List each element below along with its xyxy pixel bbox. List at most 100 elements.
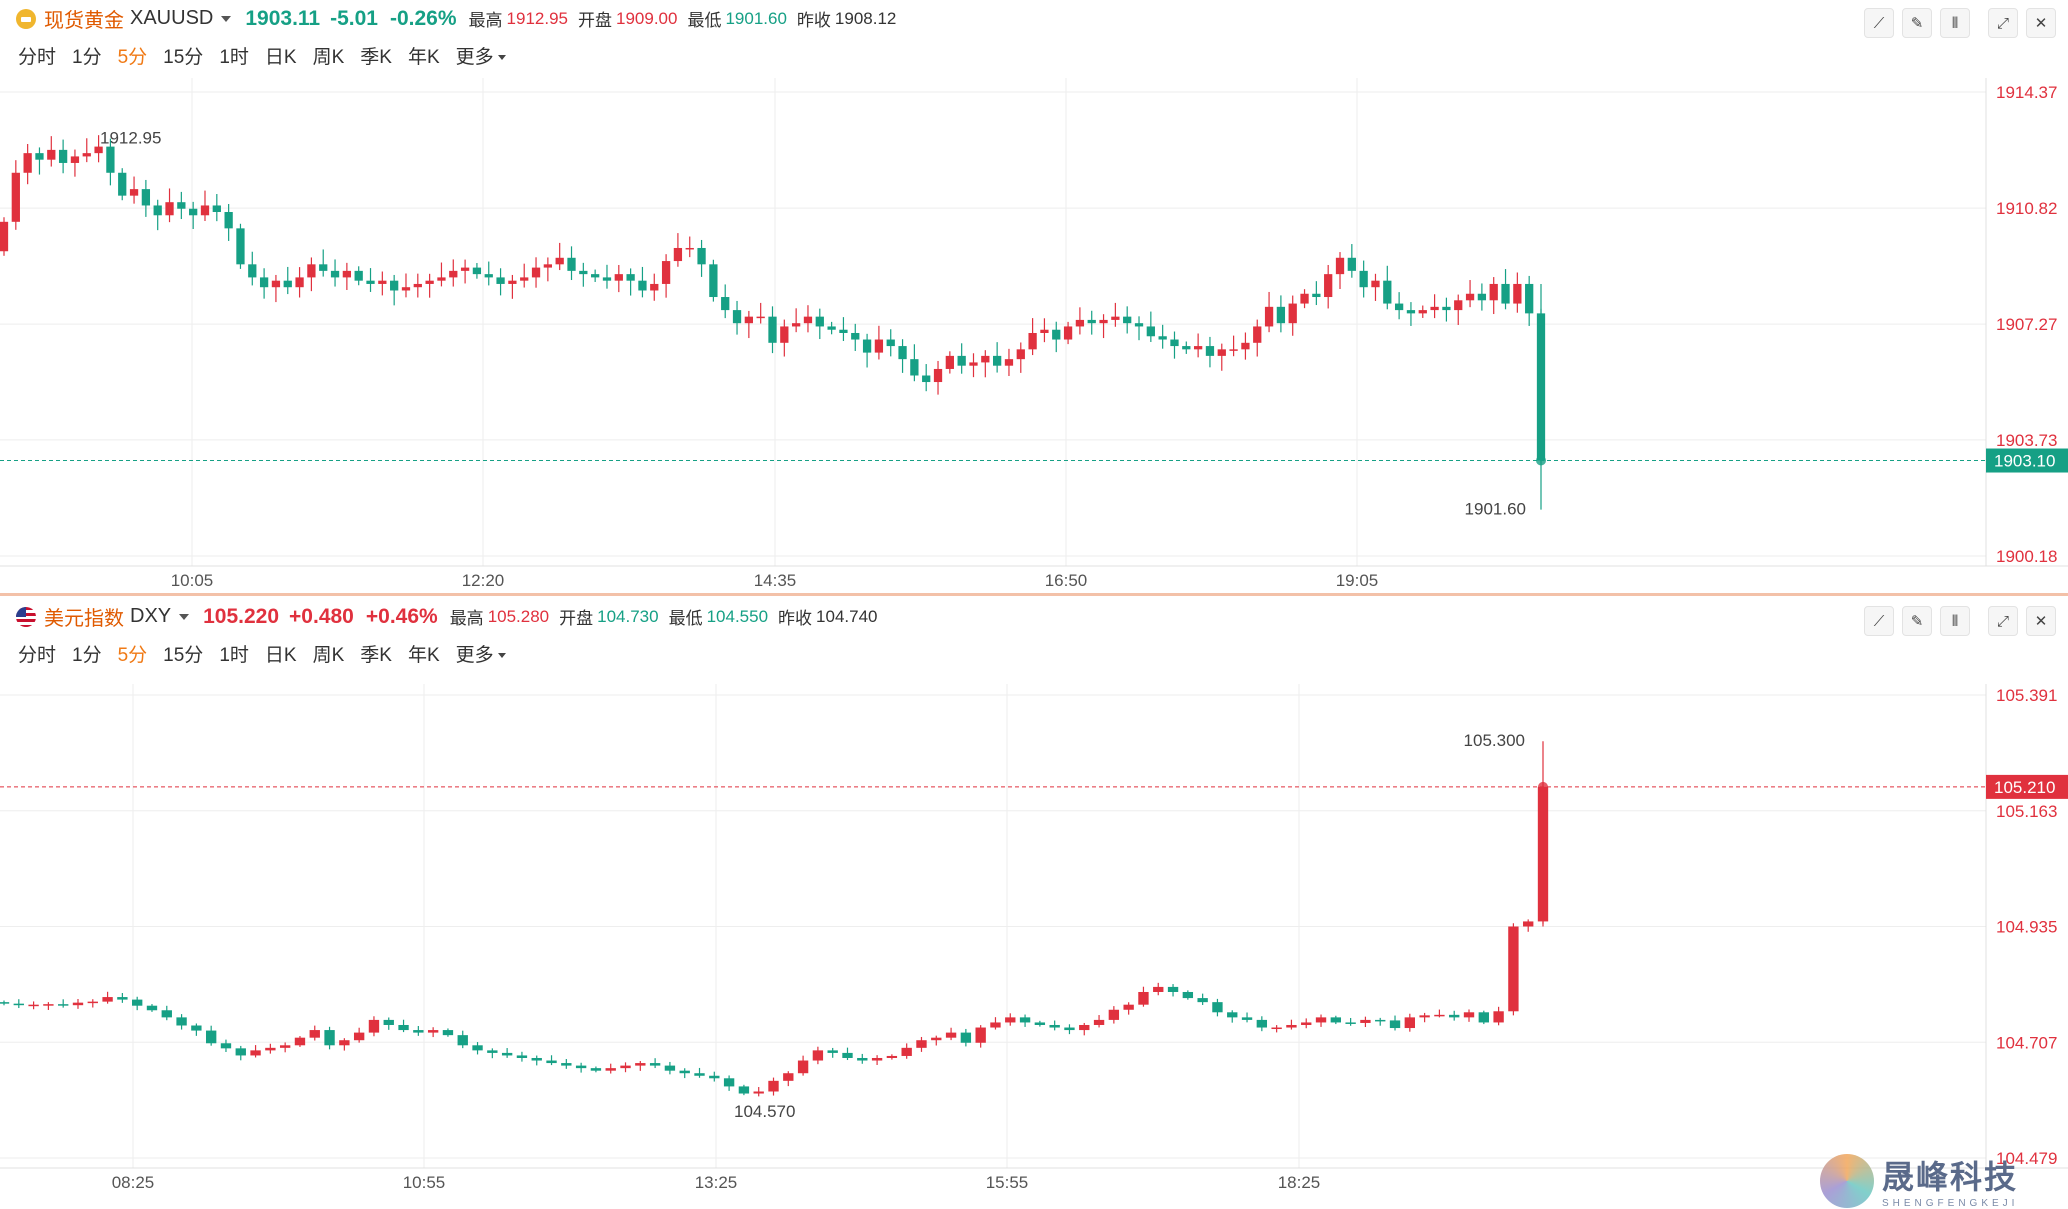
candle-body	[871, 1057, 883, 1061]
symbol-code[interactable]: DXY	[130, 605, 172, 627]
candle-body	[1324, 274, 1333, 298]
panel-divider[interactable]	[0, 593, 2068, 596]
candle	[200, 190, 210, 221]
x-tick-label: 16:50	[1045, 571, 1088, 590]
tab-5min[interactable]: 5分	[117, 47, 148, 68]
tab-yearly[interactable]: 年K	[407, 645, 440, 666]
current-price-tag	[1986, 448, 2068, 473]
candle-body	[437, 277, 446, 281]
candle-body	[1138, 991, 1149, 1005]
tab-15min[interactable]: 15分	[163, 47, 204, 68]
y-tick-label: 104.935	[1996, 918, 2057, 937]
candle	[1049, 1020, 1060, 1031]
high-label: 最高	[468, 11, 503, 30]
tab-timeline[interactable]: 分时	[18, 47, 57, 68]
candle-body	[792, 323, 801, 327]
tab-weekly[interactable]: 周K	[312, 645, 345, 666]
candle-body	[1406, 310, 1416, 314]
candle	[236, 223, 245, 269]
candle	[1394, 292, 1404, 320]
tab-timeline[interactable]: 分时	[18, 645, 57, 666]
tab-more[interactable]: 更多	[456, 42, 506, 69]
candle-body	[1229, 349, 1238, 351]
candle-body	[635, 1063, 646, 1066]
candle-body	[1478, 1012, 1489, 1023]
candle-body	[575, 1065, 587, 1069]
tab-more[interactable]: 更多	[456, 640, 506, 667]
tab-weekly[interactable]: 周K	[312, 47, 345, 68]
candle-body	[1075, 319, 1085, 327]
candle-body	[1123, 1004, 1134, 1010]
candle	[1217, 343, 1226, 371]
line-chart-icon[interactable]: ⟋	[1864, 606, 1894, 636]
candle	[520, 263, 529, 288]
tab-quarterly[interactable]: 季K	[360, 47, 392, 68]
candle-body	[543, 264, 552, 268]
x-tick-label: 12:20	[462, 571, 505, 590]
candle	[1087, 310, 1096, 335]
price-change: -5.01	[330, 6, 378, 30]
candle	[723, 1075, 735, 1091]
candle	[378, 271, 387, 296]
symbol-code[interactable]: XAUUSD	[130, 7, 214, 29]
expand-icon[interactable]: ⤢	[1988, 8, 2018, 38]
close-icon[interactable]: ✕	[2026, 8, 2056, 38]
tab-daily[interactable]: 日K	[264, 645, 297, 666]
draw-pen-icon[interactable]: ✎	[1902, 606, 1932, 636]
symbol-name[interactable]: 现货黄金	[44, 10, 124, 32]
candle-body	[723, 1078, 735, 1087]
tab-daily[interactable]: 日K	[264, 47, 297, 68]
current-price-tag	[1986, 774, 2068, 799]
candle-body	[744, 316, 753, 324]
dxy-candlestick-chart[interactable]: 105.391 105.163 104.935 104.707 104.479 08:25…	[0, 598, 2068, 1204]
candle-body	[694, 1073, 705, 1076]
draw-pen-icon[interactable]: ✎	[1902, 8, 1932, 38]
candle-body	[1212, 1002, 1223, 1013]
candle	[1158, 324, 1167, 349]
tab-yearly[interactable]: 年K	[407, 47, 440, 68]
candle-body	[1523, 921, 1534, 927]
candle	[43, 1002, 54, 1010]
candle-body	[47, 149, 56, 160]
candle	[1454, 294, 1463, 325]
candle-body	[886, 1055, 898, 1058]
candle-body	[1005, 1017, 1016, 1023]
candle-body	[783, 1073, 794, 1081]
candle-body	[1359, 270, 1368, 288]
candle	[812, 1046, 824, 1065]
candle-body	[738, 1086, 750, 1094]
tab-1min[interactable]: 1分	[72, 645, 102, 666]
xauusd-panel: 1914.37 1910.82 1907.27 1903.73 1900.18 10:05…	[0, 0, 2068, 594]
candle	[1301, 1018, 1312, 1029]
expand-icon[interactable]: ⤢	[1988, 606, 2018, 636]
tab-5min[interactable]: 5分	[117, 645, 148, 666]
candle-body	[11, 172, 20, 222]
last-price: 1903.11	[245, 6, 321, 30]
close-icon[interactable]: ✕	[2026, 606, 2056, 636]
candle	[309, 1025, 320, 1041]
candle	[1093, 1015, 1105, 1028]
candlestick-icon[interactable]: ⫴	[1940, 606, 1970, 636]
tab-15min[interactable]: 15分	[163, 645, 204, 666]
candle-body	[531, 267, 541, 278]
candle	[47, 136, 56, 167]
candle	[827, 1047, 838, 1058]
tab-1min[interactable]: 1分	[72, 47, 102, 68]
symbol-name[interactable]: 美元指数	[44, 608, 124, 630]
candle	[413, 1026, 424, 1036]
tab-quarterly[interactable]: 季K	[360, 645, 392, 666]
candlestick-icon[interactable]: ⫴	[1940, 8, 1970, 38]
candle-body	[1493, 1011, 1504, 1023]
dxy-panel: 105.391 105.163 104.935 104.707 104.479 08:25…	[0, 598, 2068, 1204]
candle	[626, 268, 635, 296]
candle	[516, 1051, 528, 1062]
tab-1hour[interactable]: 1时	[219, 47, 249, 68]
symbol-dropdown-icon[interactable]	[179, 613, 190, 620]
candle	[472, 1042, 483, 1055]
xauusd-candlestick-chart[interactable]: 1914.37 1910.82 1907.27 1903.73 1900.18 10:05…	[0, 0, 2068, 594]
candle-body	[1371, 280, 1380, 288]
candle	[72, 998, 84, 1009]
tab-1hour[interactable]: 1时	[219, 645, 249, 666]
line-chart-icon[interactable]: ⟋	[1864, 8, 1894, 38]
symbol-dropdown-icon[interactable]	[221, 15, 232, 22]
